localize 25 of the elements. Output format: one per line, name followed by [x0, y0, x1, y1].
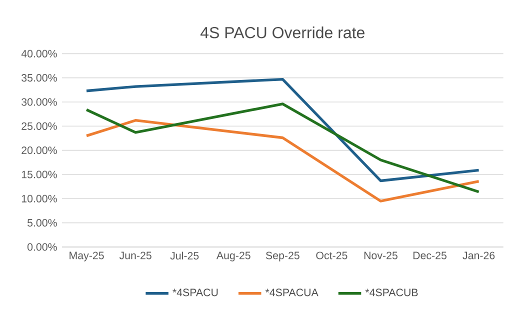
x-tick-label: Dec-25 [413, 252, 446, 260]
y-tick-label: 25.00% [22, 122, 57, 130]
y-tick-label: 30.00% [22, 98, 57, 106]
y-tick-label: 20.00% [22, 146, 57, 154]
y-tick-label: 10.00% [22, 194, 57, 202]
line-series [85, 78, 480, 182]
x-tick-label: Jun-25 [119, 252, 152, 260]
y-tick-label: 15.00% [22, 170, 57, 178]
line-series [85, 102, 480, 194]
y-tick-label: 5.00% [27, 219, 57, 227]
x-tick-label: Jan-26 [462, 252, 495, 260]
y-tick-label: 35.00% [22, 74, 57, 82]
line-series [85, 119, 480, 202]
x-tick-label: Jul-25 [170, 252, 199, 260]
legend-label: *4SPACU [172, 288, 218, 296]
x-tick-label: Sep-25 [266, 252, 300, 262]
legend-label: *4SPACUA [265, 288, 318, 296]
x-tick-label: Aug-25 [216, 252, 250, 262]
legend-label: *4SPACUB [365, 288, 418, 296]
y-tick-label: 40.00% [21, 50, 57, 58]
x-tick-label: May-25 [70, 252, 104, 262]
x-tick-label: Nov-25 [364, 252, 398, 260]
y-tick-label: 0.00% [27, 243, 57, 251]
chart-title: 4S PACU Override rate [200, 26, 364, 38]
x-tick-label: Oct-25 [316, 252, 348, 260]
